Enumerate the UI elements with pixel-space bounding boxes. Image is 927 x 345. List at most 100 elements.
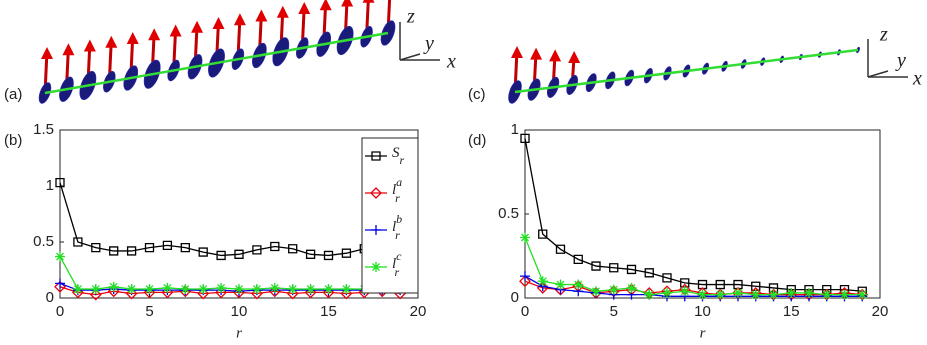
marker xyxy=(73,237,83,247)
x-tick-label: 10 xyxy=(231,303,248,320)
plot-area xyxy=(59,129,419,299)
series-line xyxy=(59,286,401,296)
marker xyxy=(697,279,708,290)
marker xyxy=(55,177,65,188)
marker xyxy=(305,284,316,295)
y-tick-label: 1 xyxy=(511,121,519,138)
x-tick-label: 5 xyxy=(610,303,618,320)
marker xyxy=(538,229,548,239)
marker xyxy=(90,284,101,295)
marker xyxy=(644,268,654,278)
arrow-head xyxy=(568,51,581,63)
marker xyxy=(821,289,832,300)
chain-line xyxy=(514,48,859,94)
marker xyxy=(626,282,637,293)
x-axis-label: r xyxy=(236,325,242,341)
y-tick-label: 0 xyxy=(511,289,519,306)
marker xyxy=(126,284,137,295)
plot-area xyxy=(524,129,881,299)
marker xyxy=(252,245,262,255)
marker xyxy=(786,287,797,298)
axis-x: x xyxy=(446,51,456,73)
legend-label: la r xyxy=(392,175,402,205)
axis-x: x xyxy=(912,68,922,90)
marker xyxy=(662,287,672,298)
legend-marker xyxy=(371,151,381,161)
marker xyxy=(126,246,137,256)
x-axis-label: r xyxy=(700,325,706,341)
marker xyxy=(680,278,690,288)
y-tick-label: 0.5 xyxy=(498,205,519,222)
marker xyxy=(608,284,619,295)
marker xyxy=(591,286,601,297)
x-tick-label: 15 xyxy=(783,303,800,320)
axis-z: z xyxy=(879,24,888,46)
axis-z: z xyxy=(406,6,415,28)
marker xyxy=(520,133,530,144)
marker xyxy=(55,278,65,289)
marker xyxy=(591,261,601,271)
axis-y: y xyxy=(423,33,434,55)
panel-label: (b) xyxy=(4,132,22,149)
y-tick-label: 1.5 xyxy=(33,121,54,138)
marker xyxy=(520,271,530,282)
arrow-head xyxy=(41,47,53,59)
marker xyxy=(144,242,155,253)
marker xyxy=(234,249,244,259)
arrow-head xyxy=(233,13,246,26)
marker xyxy=(216,282,227,293)
marker xyxy=(89,288,102,301)
marker xyxy=(609,263,619,273)
marker xyxy=(715,289,726,300)
y-tick-label: 0 xyxy=(46,289,54,306)
marker xyxy=(251,284,262,295)
marker xyxy=(519,275,531,288)
marker xyxy=(270,241,280,252)
marker xyxy=(287,284,298,295)
marker xyxy=(234,284,244,295)
x-tick-label: 0 xyxy=(521,303,529,320)
marker xyxy=(323,250,334,261)
triad xyxy=(399,53,421,61)
arrow-head xyxy=(549,49,562,62)
marker xyxy=(198,284,209,295)
arrow-head xyxy=(341,0,354,7)
marker xyxy=(644,289,655,300)
legend-marker xyxy=(370,187,382,199)
marker xyxy=(144,284,155,295)
marker xyxy=(555,279,566,290)
arrow-head xyxy=(83,39,96,52)
arrow-head xyxy=(530,47,543,60)
marker xyxy=(839,289,850,300)
x-tick-label: 20 xyxy=(872,303,889,320)
marker xyxy=(733,279,743,290)
series-line xyxy=(59,182,401,257)
marker xyxy=(91,242,101,253)
arrow-head xyxy=(148,28,161,41)
marker xyxy=(305,249,316,259)
legend-label: lb r xyxy=(392,212,402,242)
marker xyxy=(750,289,761,300)
marker xyxy=(109,246,119,256)
marker xyxy=(555,244,566,254)
marker xyxy=(751,281,761,291)
arrow-head xyxy=(362,0,375,3)
marker xyxy=(697,289,708,300)
arrow-head xyxy=(298,2,311,14)
marker xyxy=(537,276,548,287)
marker xyxy=(162,282,173,293)
arrow-head xyxy=(212,17,225,29)
arrow-head xyxy=(169,24,182,37)
x-tick-label: 0 xyxy=(56,303,64,320)
y-tick-label: 0.5 xyxy=(33,233,54,250)
y-tick-label: 1 xyxy=(46,177,54,194)
x-tick-label: 20 xyxy=(410,303,427,320)
marker xyxy=(198,247,208,257)
marker xyxy=(715,279,725,290)
chain-line xyxy=(44,31,389,95)
triad xyxy=(867,70,889,78)
marker xyxy=(323,284,334,295)
legend-marker xyxy=(371,262,381,272)
marker xyxy=(573,254,583,265)
marker xyxy=(269,282,280,293)
